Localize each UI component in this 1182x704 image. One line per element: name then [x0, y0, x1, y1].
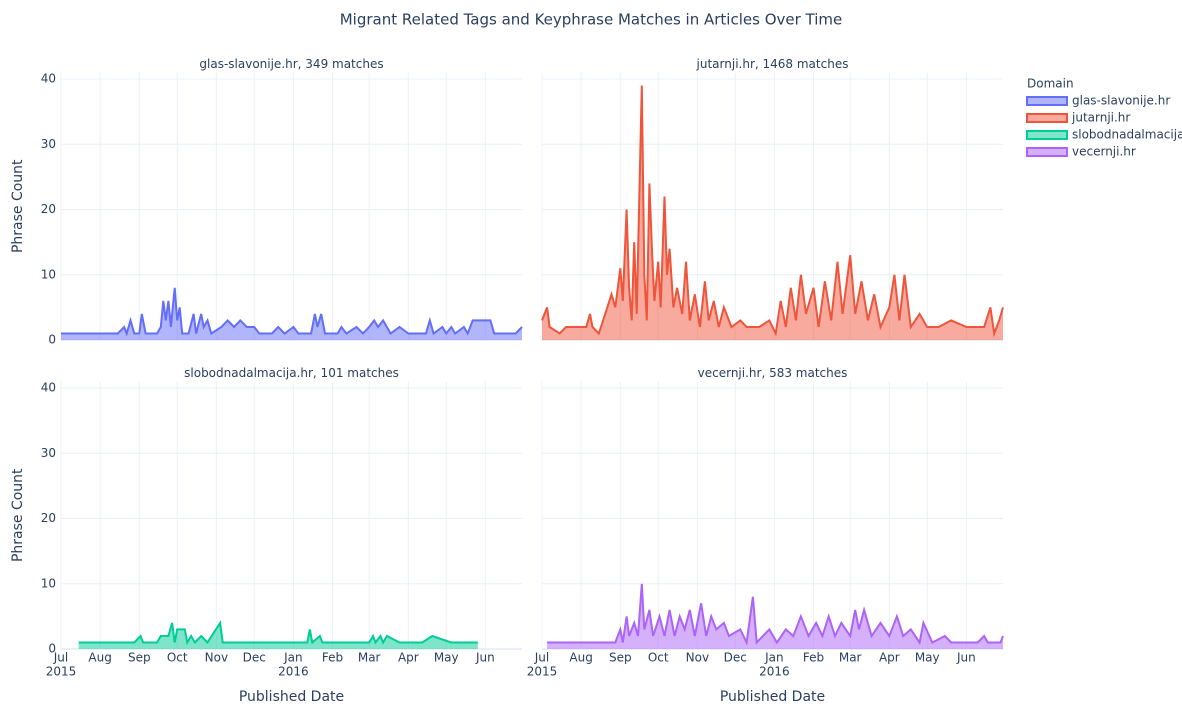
area-fill — [547, 583, 1003, 649]
x-tick-label: Jun — [956, 651, 976, 665]
area-fill — [542, 85, 1003, 340]
x-tick-label: Jul — [534, 651, 549, 665]
x-tick-label: Nov — [205, 651, 228, 665]
y-tick-label: 30 — [41, 446, 56, 460]
subplot-title: vecernji.hr, 583 matches — [698, 366, 848, 380]
y-tick-label: 30 — [41, 137, 56, 151]
x-tick-label: Apr — [879, 651, 900, 665]
x-tick-year: 2016 — [759, 665, 790, 679]
x-tick-label: Mar — [839, 651, 862, 665]
x-axis-title: Published Date — [720, 689, 825, 704]
area-line — [61, 287, 523, 337]
x-tick-label: Mar — [358, 651, 381, 665]
x-tick-label: Dec — [724, 651, 747, 665]
area-line — [78, 620, 478, 646]
legend-swatch — [1026, 96, 1068, 106]
subplot-title: jutarnji.hr, 1468 matches — [696, 57, 849, 71]
x-tick-label: Apr — [398, 651, 419, 665]
x-tick-label: Sep — [609, 651, 632, 665]
y-axis-title: Phrase Count — [10, 159, 26, 253]
legend-title: Domain — [1027, 77, 1074, 91]
legend-label: vecernji.hr — [1072, 145, 1136, 159]
legend-label: jutarnji.hr — [1071, 111, 1130, 125]
x-tick-label: Jan — [283, 651, 303, 665]
x-tick-label: Nov — [686, 651, 709, 665]
x-tick-label: Feb — [803, 651, 824, 665]
x-tick-year: 2016 — [278, 665, 309, 679]
x-tick-label: Oct — [167, 651, 188, 665]
area-line — [547, 583, 1004, 646]
x-tick-label: Aug — [569, 651, 592, 665]
y-tick-label: 20 — [41, 511, 56, 525]
y-tick-label: 10 — [41, 576, 56, 590]
y-tick-label: 40 — [41, 72, 56, 86]
x-tick-label: Jan — [764, 651, 784, 665]
y-tick-label: 40 — [41, 381, 56, 395]
x-tick-label: Dec — [243, 651, 266, 665]
x-tick-label: Jun — [475, 651, 495, 665]
y-tick-label: 10 — [41, 267, 56, 281]
y-tick-label: 0 — [48, 642, 56, 656]
y-tick-label: 20 — [41, 202, 56, 216]
x-tick-label: Jul — [53, 651, 68, 665]
area-line — [541, 85, 1004, 338]
x-tick-label: Feb — [322, 651, 343, 665]
subplot-title: glas-slavonije.hr, 349 matches — [199, 57, 383, 71]
area-fill — [78, 622, 478, 649]
legend-swatch — [1026, 113, 1068, 123]
legend-swatch — [1026, 130, 1068, 140]
x-tick-year: 2015 — [527, 665, 558, 679]
x-tick-year: 2015 — [46, 665, 77, 679]
chart-title: Migrant Related Tags and Keyphrase Match… — [340, 11, 843, 29]
area-fill — [61, 287, 522, 340]
legend-swatch — [1026, 147, 1068, 157]
legend-label: slobodnadalmacija.hr — [1072, 128, 1182, 142]
x-tick-label: May — [915, 651, 940, 665]
x-axis-title: Published Date — [239, 689, 344, 704]
y-tick-label: 0 — [48, 333, 56, 347]
y-axis-title: Phrase Count — [10, 468, 26, 562]
x-tick-label: Sep — [128, 651, 151, 665]
legend-label: glas-slavonije.hr — [1072, 94, 1170, 108]
subplot-title: slobodnadalmacija.hr, 101 matches — [184, 366, 399, 380]
x-tick-label: Oct — [648, 651, 669, 665]
x-tick-label: Aug — [88, 651, 111, 665]
x-tick-label: May — [434, 651, 459, 665]
